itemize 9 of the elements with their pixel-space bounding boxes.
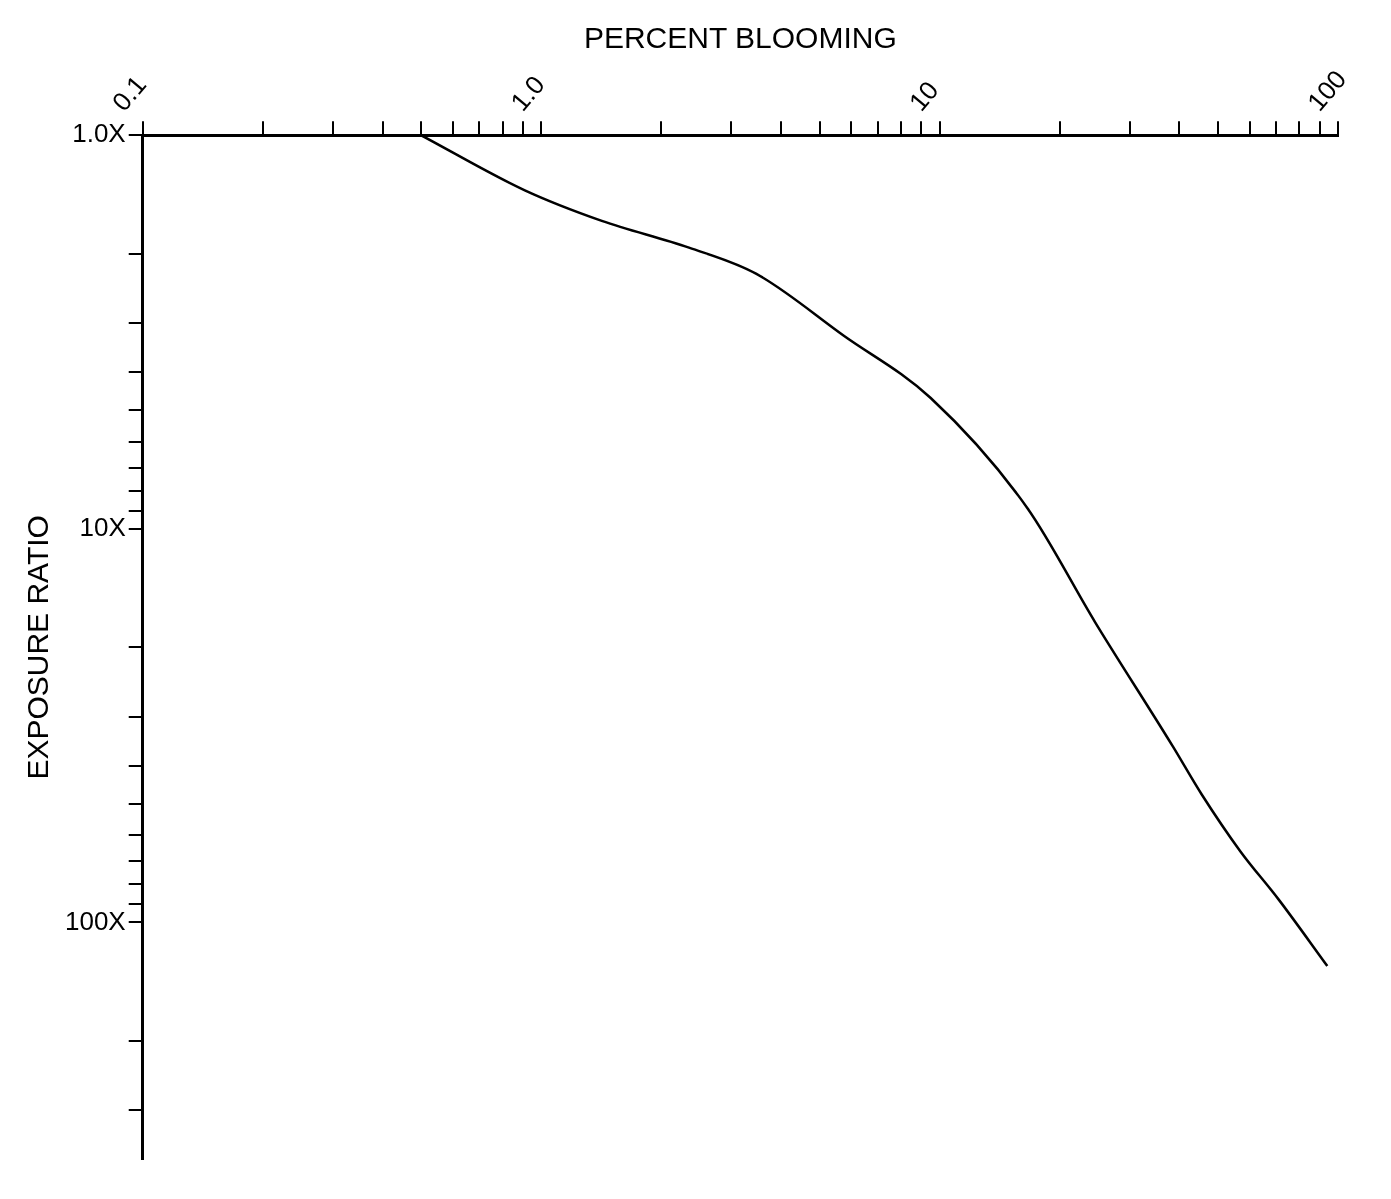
y-axis-title: EXPOSURE RATIO: [21, 515, 55, 780]
x-tick-label: 10: [902, 75, 945, 117]
x-axis-title: PERCENT BLOOMING: [583, 21, 897, 55]
x-tick-label: 1.0: [504, 69, 551, 117]
y-tick-label: 100X: [64, 905, 126, 936]
x-tick-label: 100: [1301, 64, 1353, 117]
x-tick-label: 0.1: [105, 69, 153, 117]
y-tick-label: 10X: [79, 512, 126, 543]
y-tick-label: 1.0X: [72, 118, 126, 149]
